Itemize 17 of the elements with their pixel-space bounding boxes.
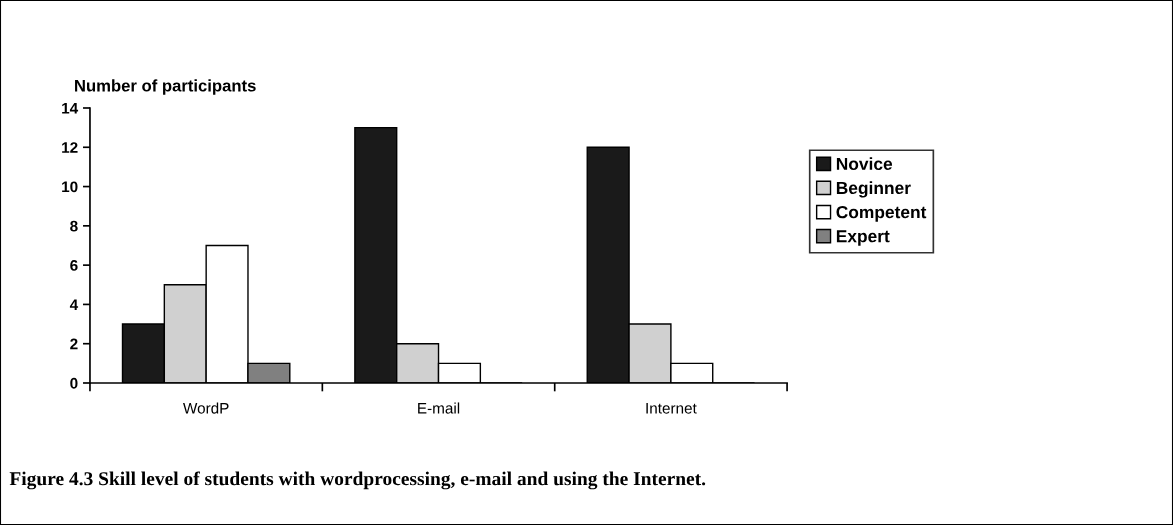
x-tick-label: WordP — [183, 402, 229, 414]
legend-label: Competent — [836, 205, 927, 222]
y-tick-label: 14 — [62, 103, 79, 114]
y-tick-label: 8 — [70, 220, 78, 232]
y-tick-label: 4 — [69, 299, 79, 310]
legend-label: Novice — [836, 157, 893, 171]
legend-label: Beginner — [836, 181, 911, 198]
legend-label: Expert — [836, 230, 890, 246]
y-tick-label: 10 — [62, 181, 78, 193]
y-tick-label: 2 — [70, 338, 78, 350]
y-tick-label: 0 — [70, 377, 78, 389]
x-tick-label: Internet — [646, 402, 697, 414]
caption: Figure 4.3 Skill level of students with wordprocessing, e-mail and using the Internet. — [9, 471, 706, 490]
y-tick-label: 12 — [62, 142, 78, 153]
y-tick-label: 6 — [70, 260, 78, 271]
x-tick-label: E-mail — [418, 402, 460, 414]
y-axis-title: Number of participants — [75, 79, 256, 95]
